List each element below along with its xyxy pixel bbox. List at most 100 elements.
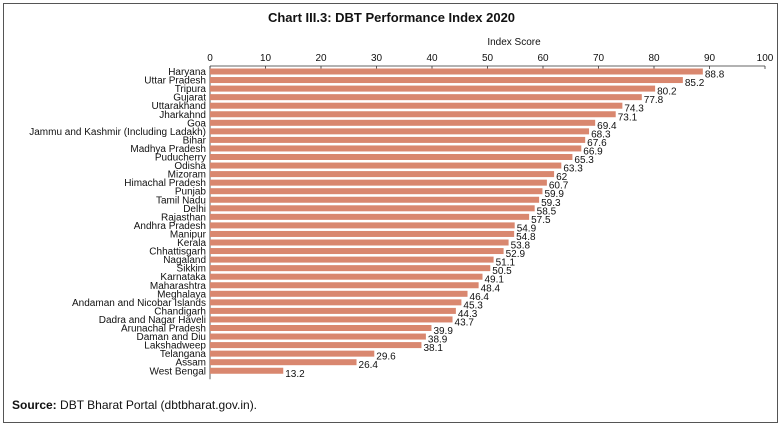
value-label: 38.9 <box>428 335 448 346</box>
bar <box>210 299 462 306</box>
category-label: Arunachal Pradesh <box>121 324 206 335</box>
value-label: 53.8 <box>511 241 531 252</box>
value-label: 67.6 <box>587 138 607 149</box>
bars <box>210 68 703 374</box>
category-label: Jharkahnd <box>159 110 206 121</box>
value-label: 46.4 <box>470 292 490 303</box>
bar <box>210 171 555 178</box>
category-label: Jammu and Kashmir (Including Ladakh) <box>29 127 206 138</box>
bar <box>210 179 547 186</box>
bar <box>210 213 530 220</box>
category-label: Chandigarh <box>154 306 206 317</box>
category-label: Manipur <box>170 229 207 240</box>
x-tick-label: 70 <box>593 53 605 64</box>
category-label: Himachal Pradesh <box>124 178 206 189</box>
value-label: 51.1 <box>496 258 516 269</box>
category-label: Odisha <box>174 161 206 172</box>
bar <box>210 265 491 272</box>
category-label: Chhattisgarh <box>149 247 206 258</box>
bar <box>210 248 504 255</box>
bar <box>210 367 284 374</box>
category-label: Goa <box>187 118 206 129</box>
value-label: 50.5 <box>492 266 512 277</box>
value-label: 59.9 <box>544 189 564 200</box>
value-label: 63.3 <box>563 164 583 175</box>
source-text: DBT Bharat Portal (dbtbharat.gov.in). <box>60 398 258 412</box>
x-tick-label: 20 <box>315 53 327 64</box>
value-label: 85.2 <box>685 78 705 89</box>
value-label: 54.9 <box>517 223 537 234</box>
bar <box>210 196 540 203</box>
bar <box>210 230 515 237</box>
category-label: Meghalaya <box>157 289 206 300</box>
x-tick-label: 90 <box>704 53 716 64</box>
value-label: 54.8 <box>516 232 536 243</box>
value-label: 26.4 <box>359 360 379 371</box>
value-label: 74.3 <box>624 104 644 115</box>
bar <box>210 119 596 126</box>
category-label: Gujarat <box>173 93 206 104</box>
bar <box>210 342 422 349</box>
category-label: Maharashtra <box>150 281 207 292</box>
x-tick-label: 10 <box>260 53 272 64</box>
bar <box>210 94 642 101</box>
bar <box>210 188 543 195</box>
bar <box>210 102 623 109</box>
category-label: Mizoram <box>168 170 206 181</box>
category-label: West Bengal <box>149 366 206 377</box>
bar <box>210 85 656 92</box>
category-label: Dadra and Nagar Haveli <box>99 315 206 326</box>
category-label: Uttarakhand <box>152 101 206 112</box>
category-label: Andaman and Nicobar Islands <box>72 298 206 309</box>
source-label: Source: <box>12 398 57 412</box>
value-label: 69.4 <box>597 121 617 132</box>
value-label: 59.3 <box>541 198 561 209</box>
bar <box>210 136 586 143</box>
x-axis-label: Index Score <box>487 37 541 48</box>
value-label: 68.3 <box>591 129 611 140</box>
bar <box>210 273 483 280</box>
x-axis-ticks: 0 10 20 30 40 50 60 70 80 90 100 <box>207 53 774 380</box>
category-label: Delhi <box>183 204 206 215</box>
value-label: 58.5 <box>537 206 557 217</box>
x-tick-label: 60 <box>537 53 549 64</box>
bar <box>210 239 509 246</box>
bar <box>210 325 432 331</box>
bar <box>210 282 479 289</box>
bar <box>210 350 375 357</box>
category-label: Andhra Pradesh <box>134 221 206 232</box>
value-label: 88.8 <box>705 70 725 81</box>
value-label: 77.8 <box>644 95 664 106</box>
value-label: 29.6 <box>376 352 396 363</box>
value-labels: 88.885.2 80.277.874.373.169.468.367.666.9… <box>285 70 724 380</box>
x-tick-label: 50 <box>482 53 494 64</box>
bar <box>210 222 515 229</box>
x-tick-label: 30 <box>371 53 383 64</box>
x-tick-label: 40 <box>426 53 438 64</box>
category-label: Nagaland <box>163 255 206 266</box>
bar <box>210 68 703 75</box>
bar <box>210 154 573 160</box>
x-tick-label: 80 <box>648 53 660 64</box>
value-label: 45.3 <box>463 300 483 311</box>
category-label: Tamil Nadu <box>156 195 206 206</box>
category-label: Puducherry <box>155 153 206 164</box>
category-label: Uttar Pradesh <box>144 76 206 87</box>
category-label: Punjab <box>175 187 207 198</box>
x-tick-label: 100 <box>757 53 774 64</box>
category-label: Madhya Pradesh <box>130 144 206 155</box>
bar <box>210 145 582 152</box>
category-label: Daman and Diu <box>137 332 206 343</box>
value-label: 80.2 <box>657 87 677 98</box>
value-label: 73.1 <box>618 112 638 123</box>
bar <box>210 77 683 84</box>
category-label: Rajasthan <box>161 212 206 223</box>
value-label: 44.3 <box>458 309 478 320</box>
bar <box>210 128 590 135</box>
bar <box>210 111 616 118</box>
bar <box>210 307 456 314</box>
bar <box>210 290 468 297</box>
category-label: Kerala <box>177 238 206 249</box>
